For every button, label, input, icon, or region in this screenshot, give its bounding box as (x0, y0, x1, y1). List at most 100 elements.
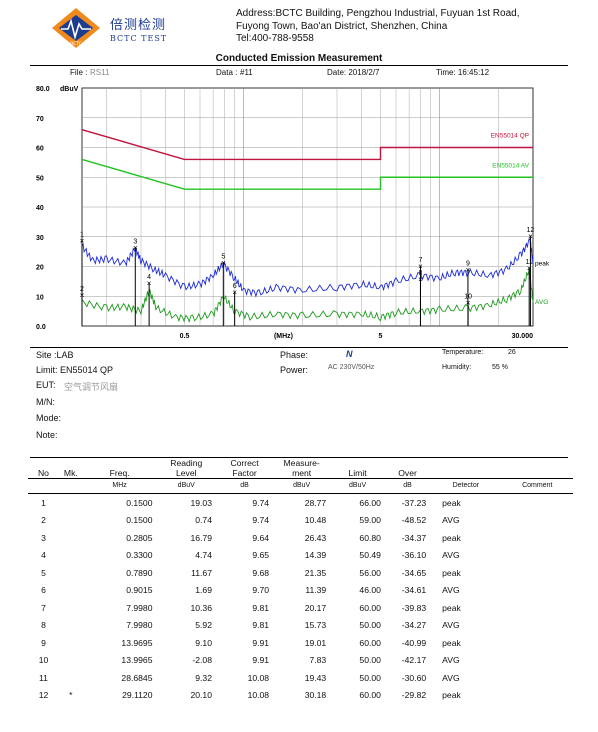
y-tick-label: 20 (36, 265, 44, 272)
row-mark: * (69, 690, 73, 701)
unit-cell (58, 478, 83, 494)
row-over: -40.99 (401, 637, 427, 648)
power-label: Power: (280, 365, 309, 375)
marker-number: 11 (526, 259, 533, 266)
row-comment (502, 617, 573, 635)
unit-cell: MHz (82, 478, 157, 494)
peak-trace-label: peak (535, 261, 550, 268)
address-block: Address:BCTC Building, Pengzhou Industri… (236, 8, 520, 46)
row-comment (502, 564, 573, 582)
peak-trace (81, 237, 534, 298)
unit-cell: Comment (501, 478, 573, 494)
table-row: 2 0.1500 0.74 9.74 10.48 59.00 -48.52 AVG (28, 512, 573, 530)
row-no: 2 (41, 515, 46, 526)
row-limit: 50.00 (359, 655, 381, 666)
row-no: 1 (41, 497, 46, 508)
row-reading: 10.36 (190, 602, 212, 613)
table-row: 1 0.1500 19.03 9.74 28.77 66.00 -37.23 peak (28, 494, 573, 512)
x-tick-label: 30.000 (512, 333, 534, 340)
row-freq: 28.6845 (121, 672, 153, 683)
row-measurement: 7.83 (309, 655, 327, 666)
emission-chart: 80.0 70 60 50 40 30 20 10 0.0 dBuV 0.5 (MHz) 5 30.000… (0, 78, 598, 348)
col-header-correct: Correct Factor (230, 458, 259, 478)
row-mark (59, 547, 83, 565)
row-comment (502, 687, 573, 705)
row-over: -34.65 (401, 567, 427, 578)
row-reading: 9.32 (195, 672, 212, 683)
row-reading: 16.79 (190, 532, 212, 543)
y-tick-label: 30 (36, 235, 44, 242)
row-correct: 9.74 (252, 497, 270, 508)
row-measurement: 19.43 (304, 672, 327, 683)
phase-label: Phase: (280, 350, 309, 360)
row-correct: 9.68 (252, 567, 270, 578)
row-over: -29.82 (401, 690, 427, 701)
row-limit: 59.00 (359, 515, 381, 526)
marker-number: 2 (80, 286, 84, 293)
data-label: Data : (216, 68, 238, 77)
marker-number: 10 (464, 294, 472, 301)
table-row: 12 * 29.1120 20.10 10.08 30.18 60.00 -29.82 peak (28, 687, 573, 705)
site-text: Site :LAB (36, 350, 74, 360)
address-line: Tel:400-788-9558 (236, 33, 314, 44)
table-top-divider (30, 457, 568, 458)
company-logo: BCTC 倍测检测 BCTC TEST (50, 6, 170, 50)
row-no: 8 (41, 620, 46, 631)
unit-cell: Detector (430, 478, 502, 494)
row-freq: 7.9980 (126, 620, 153, 631)
table-row: 9 13.9695 9.10 9.91 19.01 60.00 -40.99 peak (28, 634, 573, 652)
row-no: 7 (41, 602, 46, 613)
row-detector: peak (442, 497, 461, 508)
y-tick-label: 80.0 (36, 86, 50, 93)
row-mark (59, 599, 83, 617)
marker-x-glyph: × (466, 299, 471, 308)
col-header-over: Over (398, 468, 417, 478)
row-over: -42.17 (401, 655, 427, 666)
row-reading: 20.10 (190, 690, 212, 701)
row-measurement: 28.77 (304, 497, 327, 508)
row-correct: 9.81 (252, 620, 270, 631)
row-measurement: 15.73 (304, 620, 327, 631)
row-limit: 66.00 (359, 497, 381, 508)
row-measurement: 11.39 (305, 585, 327, 596)
col-header-blank (430, 458, 501, 479)
row-detector: peak (442, 532, 461, 543)
marker-number: 12 (527, 227, 535, 234)
row-detector: AVG (442, 550, 460, 561)
row-mark (59, 652, 83, 670)
file-value: RS11 (90, 68, 110, 77)
row-limit: 56.00 (359, 567, 381, 578)
results-table: No Mk. Freq. Reading Level Correct Factor … (28, 458, 573, 704)
data-value: #11 (240, 68, 253, 77)
row-measurement: 14.39 (304, 550, 327, 561)
row-comment (502, 547, 573, 565)
row-measurement: 19.01 (304, 637, 327, 648)
row-detector: AVG (442, 515, 460, 526)
y-tick-label: 50 (36, 175, 44, 182)
logo-english-text: BCTC TEST (110, 34, 168, 43)
marker-number: 6 (233, 283, 237, 290)
row-correct: 9.74 (252, 515, 270, 526)
row-limit: 60.00 (359, 690, 381, 701)
row-reading: 1.69 (195, 585, 212, 596)
address-line: Address:BCTC Building, Pengzhou Industri… (236, 8, 520, 19)
table-row: 6 0.9015 1.69 9.70 11.39 46.00 -34.61 AVG (28, 582, 573, 600)
marker-x-glyph: × (232, 288, 237, 297)
row-comment (502, 529, 573, 547)
col-header-freq: Freq. (109, 468, 130, 478)
row-detector: peak (442, 602, 461, 613)
marker-x-glyph: × (133, 243, 138, 252)
marker-x-glyph: × (418, 262, 423, 271)
marker-x-glyph: × (221, 258, 226, 267)
table-row: 4 0.3300 4.74 9.65 14.39 50.49 -36.10 AVG (28, 547, 573, 565)
unit-cell: dB (215, 478, 274, 494)
row-over: -34.27 (401, 620, 427, 631)
row-over: -36.10 (401, 550, 427, 561)
y-tick-label: 70 (36, 116, 44, 123)
row-comment (502, 669, 573, 687)
row-limit: 60.80 (359, 532, 381, 543)
address-line: Fuyong Town, Bao'an District, Shenzhen, … (236, 20, 448, 32)
marker-number: 1 (80, 231, 84, 238)
col-header-mk: Mk. (63, 468, 78, 478)
limit-line-label: EN55014 QP (491, 133, 529, 140)
